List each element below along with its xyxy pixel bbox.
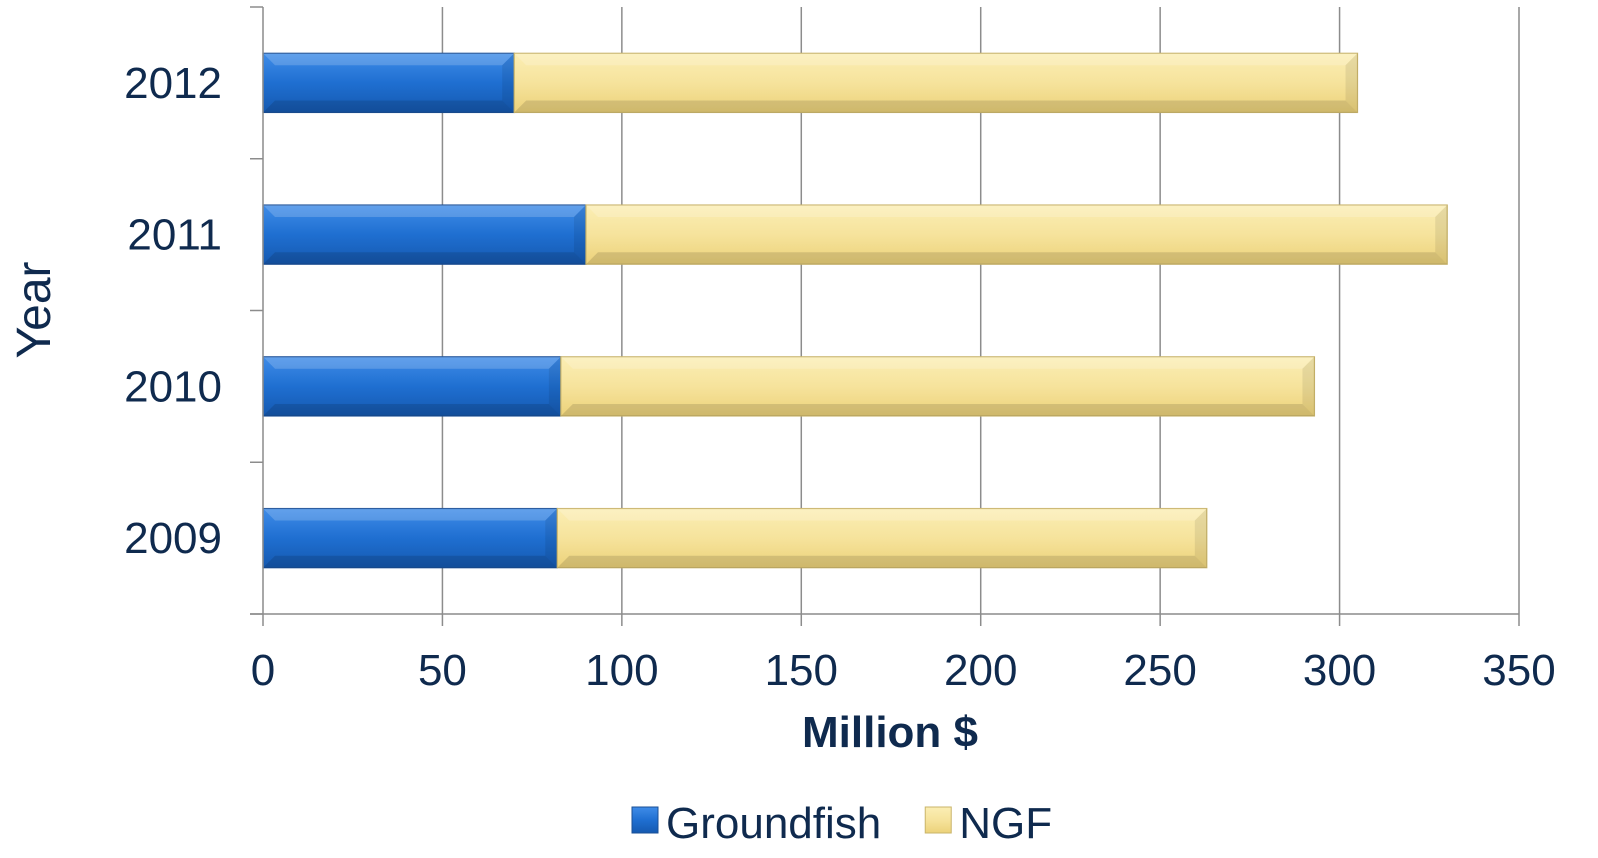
bar-bevel-top [263,356,561,369]
legend-item-ngf: NGF [924,799,1052,848]
bar-groundfish-2011 [262,204,587,265]
bar-segment [262,204,587,265]
bar-segment [262,356,562,417]
x-axis-title: Million $ [802,708,978,757]
y-tick-label: 2011 [127,211,222,260]
x-tick-label: 0 [251,646,275,695]
bar-bevel-top [514,53,1358,66]
bars [262,52,1448,569]
legend: Groundfish NGF [631,799,1052,848]
bar-bevel-top [263,508,558,521]
bar-bevel-right [1302,356,1315,416]
bar-bevel-right [502,53,515,113]
bar-bevel-top [560,356,1315,369]
legend-label: NGF [959,799,1052,848]
y-tick-labels: 2012 2011 2010 2009 [124,59,222,563]
bar-bevel-right [1345,53,1358,113]
legend-item-groundfish: Groundfish [631,799,881,848]
bar-segment [560,356,1316,417]
x-tick-label: 150 [765,646,838,695]
bar-bevel-bottom [263,252,586,265]
bar-segment [262,507,558,569]
x-tick-label: 200 [944,646,1017,695]
bar-segment [513,52,1359,114]
x-tick-labels: 0 50 100 150 200 250 300 350 [251,646,1556,695]
bar-groundfish-2012 [262,52,515,114]
bar-ngf-2009 [556,507,1208,569]
bar-bevel-bottom [557,555,1207,568]
bar-bevel-bottom [585,252,1448,265]
bar-bevel-right [1194,508,1207,568]
bar-bevel-right [573,205,586,265]
bar-bevel-top [263,53,515,66]
bar-groundfish-2010 [262,356,562,417]
bar-bevel-bottom [560,403,1315,416]
y-tick-label: 2009 [124,514,222,563]
bar-ngf-2010 [560,356,1316,417]
bar-segment [556,507,1208,569]
legend-swatch [924,806,952,834]
bar-bevel-top [557,508,1207,521]
bar-bevel-right [548,356,561,416]
x-tick-label: 350 [1482,646,1555,695]
bar-bevel-bottom [263,555,558,568]
bar-ngf-2012 [513,52,1359,114]
bar-bevel-bottom [514,100,1358,113]
bar-bevel-top [585,205,1448,218]
x-tick-label: 250 [1123,646,1196,695]
legend-label: Groundfish [666,799,881,848]
y-tick-label: 2012 [124,59,222,108]
axes [250,6,1520,626]
bar-segment [585,204,1448,265]
bar-groundfish-2009 [262,507,558,569]
y-axis-title: Year [8,261,61,358]
bar-bevel-right [545,508,558,568]
bar-ngf-2011 [585,204,1448,265]
legend-swatch [631,806,659,834]
bar-bevel-right [1435,205,1448,265]
bar-bevel-bottom [263,100,515,113]
x-tick-label: 300 [1303,646,1376,695]
bar-bevel-bottom [263,403,561,416]
bar-bevel-top [263,205,586,218]
x-tick-label: 50 [418,646,467,695]
x-tick-label: 100 [585,646,658,695]
y-tick-label: 2010 [124,362,222,411]
